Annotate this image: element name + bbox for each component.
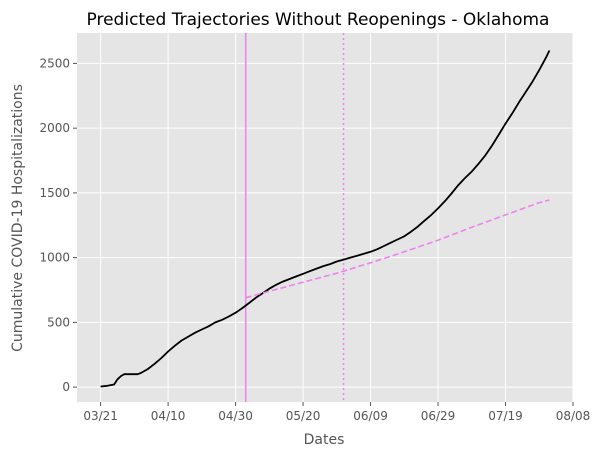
x-gridlines	[100, 33, 574, 402]
y-tick-label: 0	[62, 380, 70, 394]
x-tick-label: 08/08	[556, 409, 591, 423]
x-axis-label: Dates	[304, 432, 345, 448]
vertical-markers	[244, 33, 345, 402]
y-tick-label: 1000	[39, 251, 70, 265]
x-tick-label: 03/21	[83, 409, 118, 423]
y-axis-label: Cumulative COVID-19 Hospitalizations	[10, 84, 26, 352]
x-tick-label: 06/29	[421, 409, 456, 423]
y-tick-label: 1500	[39, 186, 70, 200]
x-tick-label: 05/20	[286, 409, 321, 423]
chart-title: Predicted Trajectories Without Reopening…	[87, 10, 550, 30]
x-tick-labels: 03/21 04/10 04/30 05/20 06/09 06/29 07/19 08/08	[83, 402, 590, 423]
y-tick-label: 500	[47, 315, 70, 329]
x-tick-label: 04/10	[151, 409, 186, 423]
x-tick-label: 07/19	[488, 409, 523, 423]
y-tick-labels: 0 500 1000 1500 2000 2500	[39, 56, 77, 394]
predicted-series-line	[245, 199, 550, 299]
plot-background	[77, 33, 573, 402]
y-tick-label: 2500	[39, 56, 70, 70]
y-gridlines	[77, 62, 573, 388]
x-tick-label: 06/09	[353, 409, 388, 423]
x-tick-label: 04/30	[218, 409, 253, 423]
y-tick-label: 2000	[39, 121, 70, 135]
observed-series-line	[100, 50, 551, 388]
series-layer	[100, 50, 551, 388]
